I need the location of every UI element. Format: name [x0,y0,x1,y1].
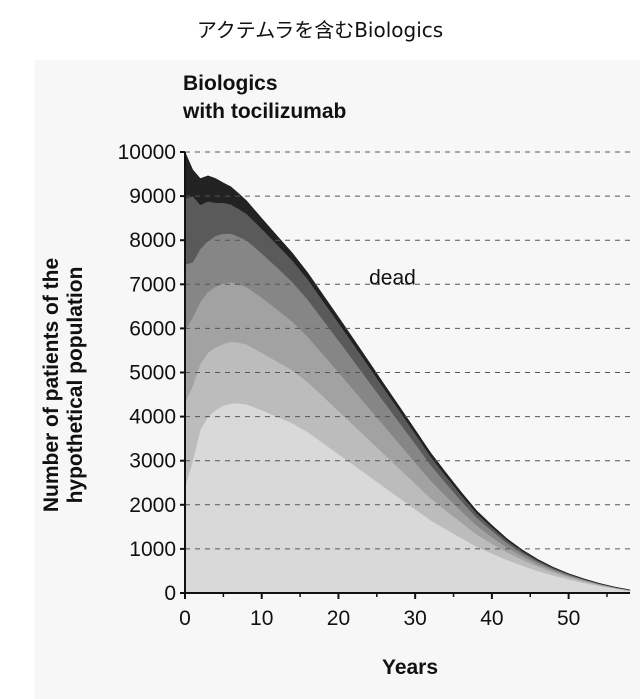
y-tick-label: 10000 [118,141,176,164]
area-layers [184,151,631,594]
y-tick-label: 8000 [129,229,176,252]
x-tick-label: 50 [557,607,580,630]
area-series-6 [184,151,631,591]
chart-panel: 0 1000 2000 3000 4000 5000 6000 7000 8000 9000 100… [35,60,640,699]
page-title: アクテムラを含むBiologics [196,18,444,42]
grid-lines [185,151,630,550]
x-tick-label: 40 [480,607,503,630]
y-tick-label: 6000 [129,317,176,340]
y-axis-label-line-1: Number of patients of the [40,258,63,512]
y-tick-label: 9000 [129,185,176,208]
y-tick-label: 2000 [129,494,176,517]
annotation-dead: dead [369,266,416,289]
panel-title-line-2: with tocilizumab [182,100,346,123]
x-axis-label: Years [382,656,438,679]
y-tick-label: 0 [164,582,176,605]
stacked-area-chart: 0100020003000400050006000700080009000100… [40,72,631,679]
y-tick-label: 5000 [129,362,176,385]
y-tick-label: 1000 [129,538,176,561]
panel-title-line-1: Biologics [183,72,278,95]
y-tick-label: 3000 [129,450,176,473]
y-axis-label-line-2: hypothetical population [64,267,87,504]
x-tick-label: 20 [327,607,350,630]
x-tick-label: 10 [250,607,273,630]
y-tick-label: 7000 [129,273,176,296]
x-tick-label: 30 [403,607,426,630]
y-tick-label: 4000 [129,406,176,429]
x-tick-label: 0 [179,607,191,630]
axes: 0100020003000400050006000700080009000100… [118,141,630,630]
